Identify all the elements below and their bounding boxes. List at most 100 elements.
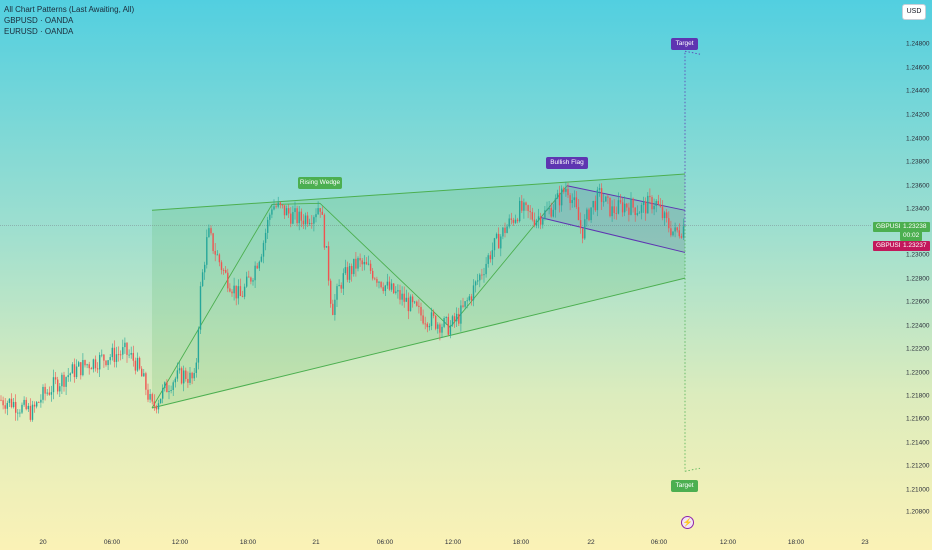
candle-body	[502, 227, 504, 237]
candle-body	[109, 357, 111, 361]
candle-body	[80, 362, 82, 376]
x-tick-label: 21	[312, 539, 320, 546]
main-symbol-legend[interactable]: GBPUSD · OANDA	[4, 16, 74, 25]
candle-body	[130, 352, 132, 355]
candle-body	[36, 402, 38, 407]
candle-body	[586, 209, 588, 220]
candle-body	[143, 373, 145, 377]
lightning-icon[interactable]: ⚡	[681, 516, 694, 529]
candle-body	[361, 260, 363, 265]
candle-body	[48, 392, 50, 395]
candle-body	[325, 246, 328, 248]
y-tick-label: 1.22000	[906, 370, 930, 377]
candle-body	[285, 208, 288, 216]
x-tick-label: 18:00	[788, 539, 805, 546]
y-tick-label: 1.24200	[906, 112, 930, 119]
candle-body	[367, 263, 370, 265]
candle-body	[59, 386, 61, 392]
candle-body	[363, 261, 365, 265]
candle-body	[84, 360, 86, 366]
candle-body	[172, 382, 174, 391]
candle-body	[170, 390, 172, 392]
candle-body	[304, 215, 307, 225]
candle-body	[0, 399, 2, 401]
candle-body	[435, 315, 437, 329]
candle-body	[92, 359, 95, 370]
candle-body	[661, 206, 664, 219]
candle-body	[338, 285, 340, 287]
candle-body	[191, 372, 193, 379]
candle-body	[579, 220, 582, 229]
candle-body	[218, 254, 221, 263]
candle-body	[590, 207, 592, 221]
candle-body	[393, 283, 395, 293]
candle-body	[401, 293, 403, 300]
candle-body	[120, 354, 122, 356]
candle-body	[596, 189, 599, 211]
currency-button[interactable]: USD	[902, 4, 926, 20]
candle-body	[185, 370, 187, 379]
candle-body	[330, 280, 332, 304]
candle-body	[82, 360, 84, 376]
y-tick-label: 1.21800	[906, 393, 930, 400]
candle-body	[399, 290, 401, 300]
candle-body	[613, 206, 615, 214]
candle-body	[225, 270, 227, 273]
candle-body	[575, 197, 578, 208]
candle-body	[645, 201, 647, 214]
candle-body	[607, 196, 609, 198]
candle-body	[290, 213, 292, 224]
candle-body	[204, 264, 206, 273]
main-symbol-tag: GBPUSD	[873, 222, 907, 232]
candle-body	[189, 372, 191, 383]
candle-body	[153, 401, 155, 407]
candle-body	[428, 325, 431, 328]
x-tick-label: 18:00	[513, 539, 530, 546]
candle-body	[638, 212, 641, 214]
candle-body	[2, 400, 4, 406]
y-tick-label: 1.22600	[906, 299, 930, 306]
candle-body	[197, 329, 200, 363]
candle-body	[582, 228, 584, 239]
candle-body	[409, 296, 412, 312]
candle-body	[243, 286, 246, 297]
candle-body	[164, 382, 166, 389]
bullish-flag-label: Bullish Flag	[546, 157, 588, 169]
candle-body	[426, 323, 428, 328]
candle-body	[248, 276, 250, 278]
compare-symbol-legend[interactable]: EURUSD · OANDA	[4, 27, 74, 36]
candle-body	[512, 219, 515, 223]
candle-body	[407, 297, 410, 312]
candle-body	[75, 366, 78, 378]
candle-body	[269, 214, 271, 220]
candle-body	[149, 394, 151, 400]
candle-body	[365, 261, 368, 265]
candle-body	[57, 379, 59, 392]
candle-body	[42, 386, 44, 400]
candle-body	[12, 401, 15, 408]
candle-body	[672, 231, 674, 236]
countdown-tag: 00:02	[900, 231, 923, 241]
candle-body	[680, 236, 683, 238]
candle-body	[264, 232, 267, 243]
candle-body	[603, 201, 605, 203]
indicator-title[interactable]: All Chart Patterns (Last Awaiting, All)	[4, 5, 135, 14]
candle-body	[500, 236, 502, 249]
candle-body	[605, 196, 607, 202]
candle-body	[477, 280, 479, 282]
candle-body	[157, 403, 160, 410]
candle-body	[283, 205, 286, 216]
candle-body	[653, 205, 655, 210]
candle-body	[527, 205, 529, 211]
candle-body	[279, 202, 281, 205]
candle-body	[380, 281, 382, 288]
candle-body	[498, 233, 500, 249]
candle-body	[649, 195, 651, 198]
candle-body	[63, 374, 65, 387]
candle-body	[155, 406, 158, 410]
candle-body	[340, 285, 342, 289]
candle-body	[313, 217, 315, 224]
candle-body	[422, 315, 424, 324]
